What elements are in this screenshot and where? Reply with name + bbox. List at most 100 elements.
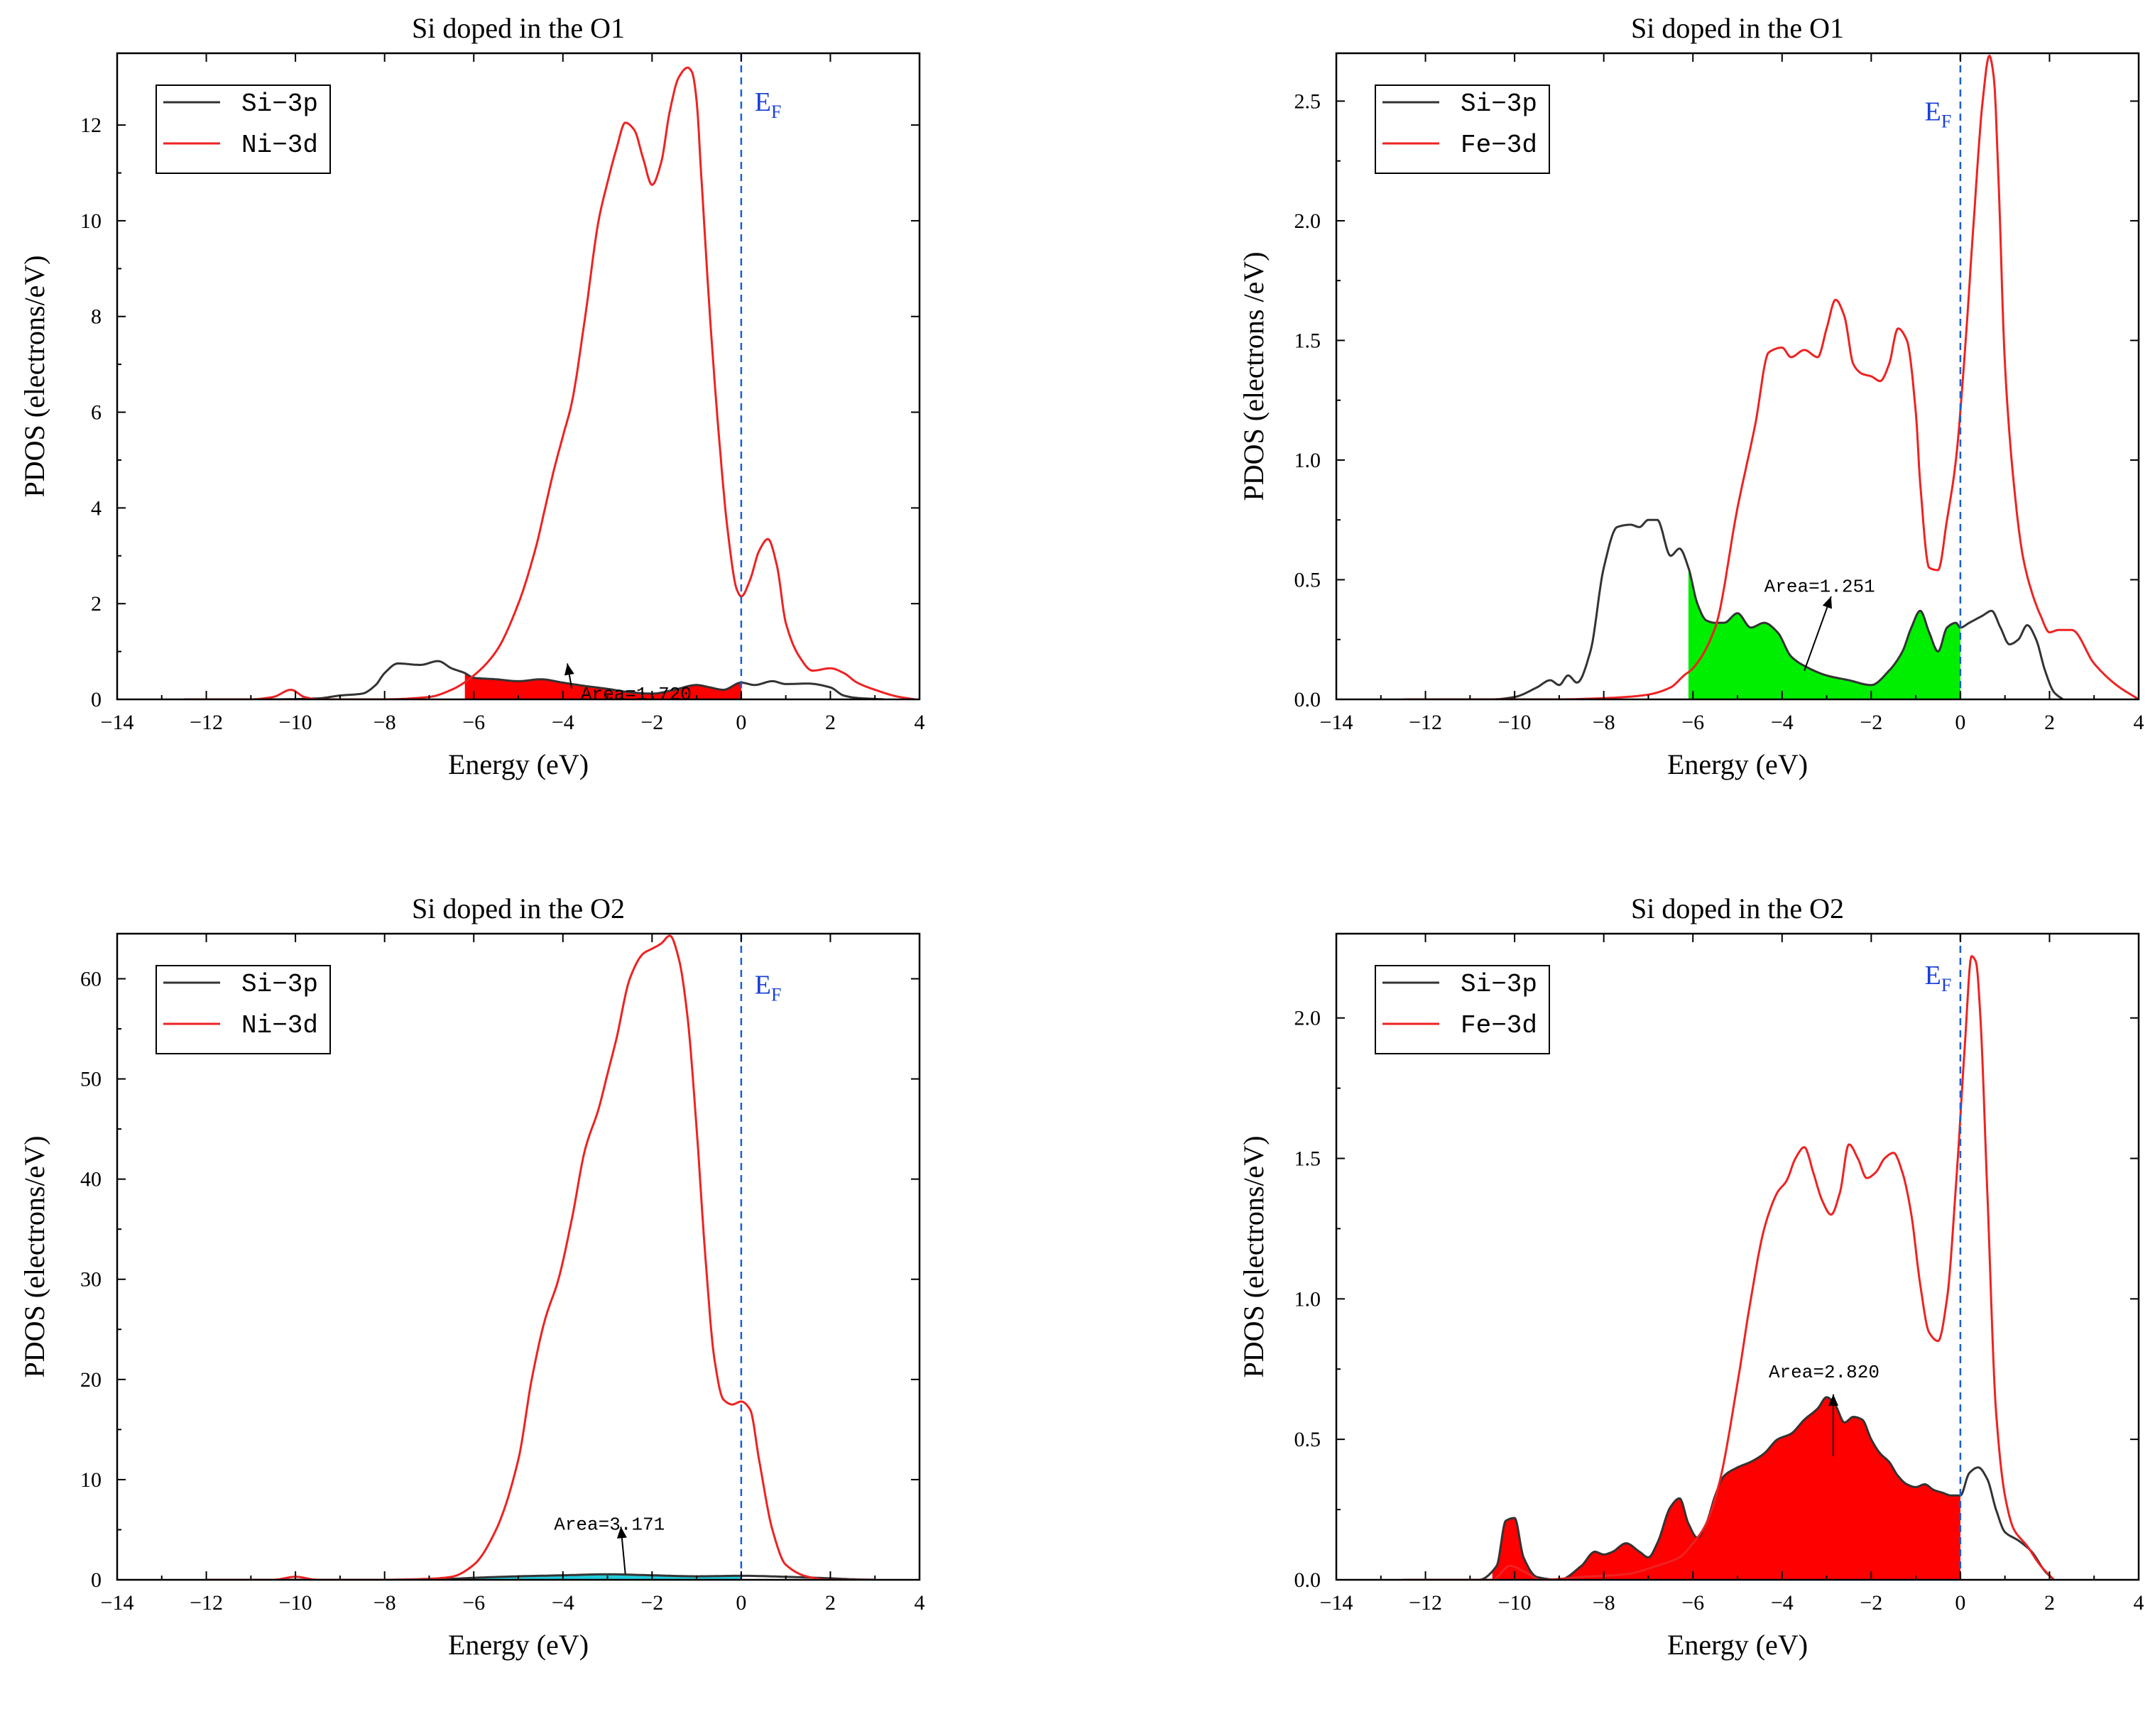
legend-label: Si−3p [241,970,318,999]
x-tick-label: −10 [279,711,312,734]
annotation-arrow-head [616,1527,627,1539]
x-tick-label: −14 [1320,1591,1353,1615]
series-line-si-3p [1403,1396,2055,1580]
series-line-si-3p [206,1573,875,1580]
series-line-fe-3d [1403,54,2139,699]
y-axis-title: PDOS (electrons /eV) [1238,251,1270,501]
series-line-ni-3d [206,934,875,1580]
y-tick-label: 2.5 [1294,89,1321,113]
x-tick-label: 4 [915,711,925,734]
y-tick-label: 10 [80,1468,102,1492]
series-line-si-3p [1403,518,2064,699]
y-tick-label: 1.5 [1294,329,1321,352]
x-tick-label: −12 [1409,1591,1442,1615]
y-tick-label: 30 [80,1268,102,1292]
x-tick-label: 2 [2044,711,2055,734]
x-tick-label: −8 [1593,1591,1615,1615]
chart-svg: Si doped in the O2 EF Area=2.820 −14 −12 −10 −… [1238,892,2144,1661]
x-tick-label: 4 [915,1591,925,1615]
x-axis-title: Energy (eV) [448,748,589,780]
fermi-label-main: E [755,971,771,1000]
x-tick-label: −10 [279,1591,312,1615]
x-tick-label: −4 [1771,1591,1794,1615]
x-tick-label: −6 [1681,1591,1704,1615]
y-tick-label: 1.5 [1294,1147,1321,1171]
y-tick-label: 1.0 [1294,449,1321,472]
chart-panel: Si doped in the O2 EF Area=2.820 −14 −12 −10 −… [1219,880,2155,1732]
area-annotation: Area=3.171 [554,1514,665,1535]
legend-label: Si−3p [1461,970,1537,999]
y-axis-title: PDOS (electrons/eV) [18,1135,50,1377]
x-tick-label: −4 [552,711,574,734]
x-tick-label: −2 [640,711,663,734]
x-tick-label: 4 [2134,1591,2144,1615]
x-tick-label: −14 [101,1591,134,1615]
area-fill [464,1574,741,1580]
y-tick-label: 0.0 [1294,1568,1321,1592]
y-axis-title: PDOS (electrons/eV) [1238,1135,1270,1377]
fermi-label-main: E [755,87,771,117]
y-tick-label: 0.5 [1294,1428,1321,1451]
fermi-label-sub: F [771,102,781,122]
fermi-label: EF [755,971,782,1005]
legend-label: Ni−3d [241,131,318,160]
x-axis-title: Energy (eV) [1667,1629,1808,1661]
x-tick-label: −14 [1320,711,1353,734]
x-tick-label: 0 [736,1591,746,1615]
legend-box [1375,84,1550,174]
y-tick-label: 1.0 [1294,1287,1321,1311]
legend-box [156,84,331,174]
plot-area [206,934,875,1580]
fermi-label: EF [1925,961,1952,995]
x-tick-label: 4 [2134,711,2144,734]
chart-svg: Si doped in the O1 EF Area=1.720 −14 −12 −10 −… [18,12,925,780]
y-tick-label: 20 [80,1368,102,1392]
series-line-ni-3d [184,66,915,699]
legend-box [156,965,331,1054]
chart-panel: Si doped in the O1 EF Area=1.720 −14 −12 −10 −… [0,0,1077,852]
x-tick-label: −6 [462,711,485,734]
annotation-arrow-head [1828,1394,1838,1406]
fermi-label-sub: F [1941,111,1951,131]
x-tick-label: −6 [1681,711,1704,734]
y-tick-label: 2.0 [1294,1007,1321,1030]
y-tick-label: 2.0 [1294,209,1321,233]
x-tick-label: 0 [1955,711,1965,734]
annotation-arrow-shaft [1804,596,1832,671]
y-tick-label: 40 [80,1168,102,1191]
plot-area [1403,955,2055,1580]
area-annotation: Area=2.820 [1769,1362,1880,1383]
y-tick-label: 0.0 [1294,688,1321,711]
x-tick-label: −14 [101,711,134,734]
legend-label: Fe−3d [1461,131,1537,160]
chart-title: Si doped in the O1 [1631,12,1844,44]
x-tick-label: −10 [1498,1591,1532,1615]
x-tick-label: −6 [462,1591,485,1615]
y-tick-label: 0.5 [1294,568,1321,591]
series-line-fe-3d [1403,955,2055,1580]
x-tick-label: −12 [190,711,223,734]
y-tick-label: 4 [91,496,102,520]
annotation-arrow-head [564,663,574,676]
fermi-label-sub: F [1941,975,1951,995]
y-tick-label: 2 [91,592,102,616]
chart-panel: Si doped in the O1 EF Area=1.251 −14 −12 −10 −… [1219,0,2155,852]
x-axis-title: Energy (eV) [448,1629,589,1661]
y-tick-label: 60 [80,967,102,990]
legend-box [1375,965,1550,1054]
x-tick-label: 2 [825,711,836,734]
y-tick-label: 10 [80,209,102,233]
x-tick-label: −8 [373,711,396,734]
chart-title: Si doped in the O1 [412,12,625,44]
x-tick-label: −8 [1593,711,1615,734]
y-axis-title: PDOS (electrons/eV) [18,255,50,497]
chart-svg: Si doped in the O2 EF Area=3.171 −14 −12 −10 −… [18,892,925,1661]
legend-label: Ni−3d [241,1011,318,1040]
fermi-label-main: E [1925,97,1941,126]
y-tick-label: 0 [91,1568,102,1592]
legend-label: Fe−3d [1461,1011,1537,1040]
fermi-label: EF [1925,97,1952,131]
y-tick-label: 8 [91,305,102,329]
legend-label: Si−3p [1461,89,1537,119]
x-tick-label: −4 [552,1591,574,1615]
